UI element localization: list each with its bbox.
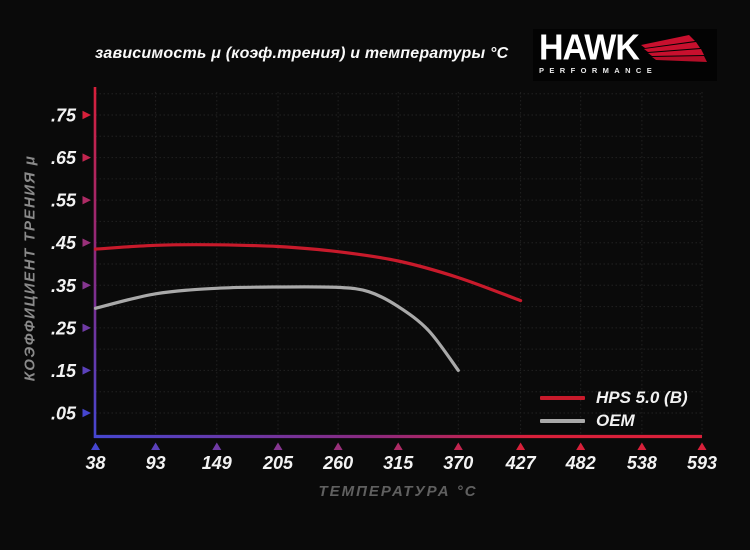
legend-swatch-hps [540, 395, 585, 400]
x-tick-arrow-icon [576, 442, 586, 450]
x-tick-arrow-icon [151, 442, 161, 450]
x-axis-title: ТЕМПЕРАТУРА °C [318, 483, 478, 500]
y-tick-arrow-icon [82, 110, 91, 120]
y-tick-arrow-icon [82, 408, 91, 418]
y-tick-label: .55 [51, 191, 77, 211]
logo-brand-text: HAWK [539, 28, 640, 68]
x-tick-label: 370 [443, 453, 473, 473]
y-tick-label: .35 [51, 276, 77, 296]
y-tick-arrow-icon [82, 153, 91, 162]
hawk-performance-logo: HAWK PERFORMANCE [533, 29, 717, 81]
series-line-oem [93, 285, 460, 372]
y-tick-arrow-icon [82, 366, 91, 375]
y-tick-label: .15 [51, 361, 77, 381]
legend-swatch-oem [540, 418, 585, 423]
legend-label-hps: HPS 5.0 (B) [596, 388, 688, 407]
x-tick-label: 149 [202, 453, 232, 473]
x-tick-label: 427 [505, 453, 537, 473]
x-tick-arrow-icon [637, 442, 647, 450]
y-tick-label: .25 [51, 318, 77, 338]
legend: HPS 5.0 (B) OEM [540, 388, 688, 430]
y-tick-label: .75 [51, 106, 77, 126]
x-tick-arrow-icon [453, 442, 463, 450]
legend-label-oem: OEM [596, 411, 635, 430]
logo-performance-text: PERFORMANCE [539, 66, 658, 75]
y-tick-arrow-icon [82, 323, 91, 333]
x-tick-arrow-icon [697, 442, 707, 450]
y-tick-arrow-icon [82, 281, 91, 290]
x-tick-arrow-icon [273, 442, 283, 450]
series-line-hps-5-0-b [93, 243, 523, 303]
x-tick-label: 538 [627, 453, 657, 473]
x-tick-label: 93 [146, 453, 166, 473]
x-tick-label: 593 [687, 453, 717, 473]
y-tick-label: .45 [51, 233, 77, 253]
x-tick-label: 205 [262, 453, 294, 473]
x-tick-label: 315 [383, 453, 414, 473]
x-tick-label: 38 [85, 453, 105, 473]
hawk-wing-icon [640, 35, 707, 62]
x-tick-label: 482 [565, 453, 596, 473]
x-tick-arrow-icon [91, 442, 100, 450]
y-tick-label: .65 [51, 148, 77, 168]
x-tick-arrow-icon [212, 442, 222, 450]
y-tick-arrow-icon [82, 195, 91, 205]
y-tick-arrow-icon [82, 238, 91, 247]
y-tick-label: .05 [51, 404, 77, 424]
x-tick-arrow-icon [393, 442, 403, 450]
legend-item-hps: HPS 5.0 (B) [540, 388, 688, 407]
logo-top-row: HAWK [539, 28, 707, 68]
legend-item-oem: OEM [540, 411, 688, 430]
chart-title: зависимость μ (коэф.трения) и температур… [95, 45, 509, 62]
x-tick-arrow-icon [333, 442, 343, 450]
x-tick-arrow-icon [516, 442, 526, 450]
x-tick-label: 260 [322, 453, 353, 473]
